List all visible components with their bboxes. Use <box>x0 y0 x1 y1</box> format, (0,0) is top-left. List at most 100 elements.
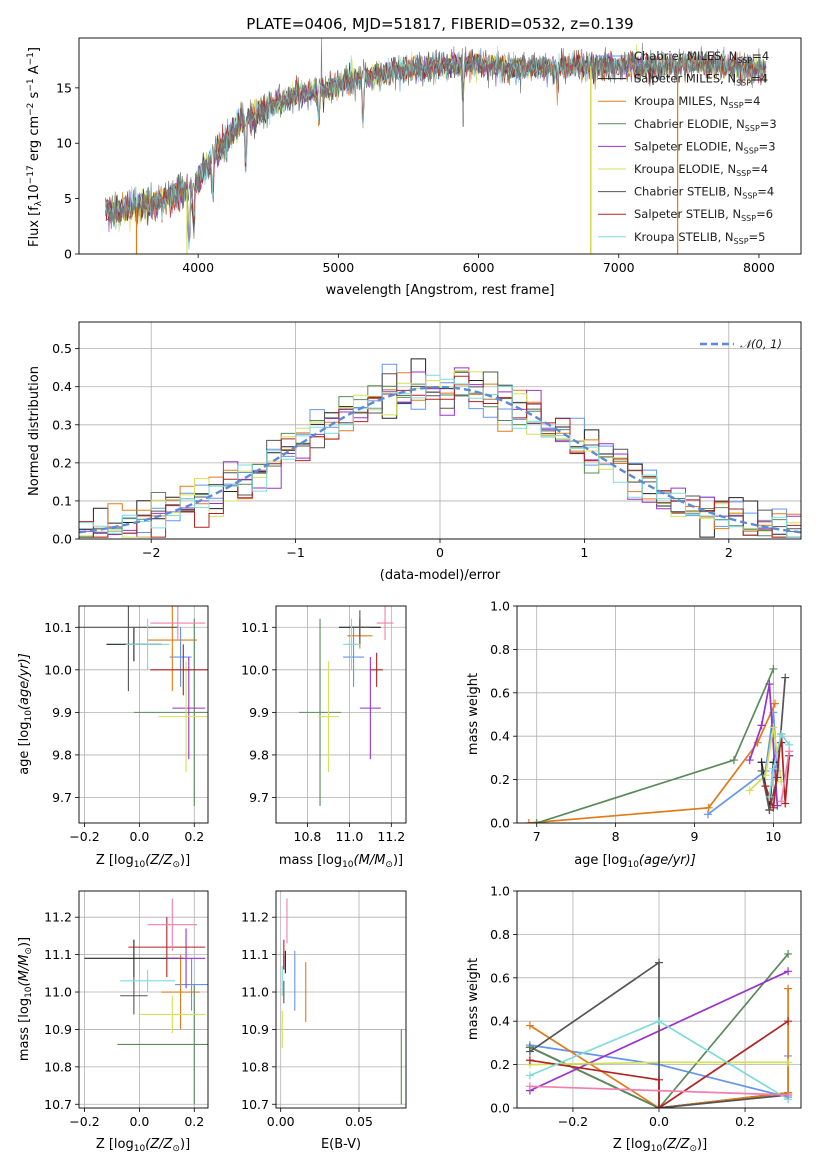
normal-curve <box>79 385 801 534</box>
y-tick-label: 9.9 <box>249 705 269 720</box>
mwAge-ylabel: mass weight <box>466 673 481 755</box>
mass-weight-marker <box>784 949 793 958</box>
x-tick-label: 0.05 <box>345 1114 373 1129</box>
x-tick-label: −0.2 <box>69 829 99 844</box>
x-tick-label: −0.2 <box>558 1114 588 1129</box>
mass-weight-line <box>760 677 787 811</box>
legend-sub: SSP <box>744 146 759 155</box>
ageMass-xlabel: mass [log10(M/M⊙)] <box>279 853 403 870</box>
mass-weight-vs-age-axes: 7 8 9 10 0.0 0.2 0.4 0.6 0.8 1.0 <box>490 599 802 844</box>
legend-entry: Salpeter ELODIE, NSSP=3 <box>634 139 776 155</box>
legend-name: Chabrier STELIB, N <box>634 185 742 199</box>
spectrum-axes: 4000 5000 6000 7000 8000 0 5 10 15 <box>56 37 802 275</box>
x-tick-label: 0.0 <box>649 1114 669 1129</box>
mass-weight-marker <box>757 721 766 730</box>
mass-weight-line <box>768 731 790 798</box>
x-tick-label: 11.2 <box>377 829 405 844</box>
mass-weight-marker <box>525 1056 534 1065</box>
x-tick-label: 0.00 <box>267 1114 295 1129</box>
mass-vs-ebv-axes: 0.00 0.05 10.7 10.8 10.9 11.0 11.1 11.2 <box>241 890 407 1129</box>
legend-name: Chabrier MILES, N <box>634 49 737 63</box>
y-tick-label: 10.0 <box>44 662 72 677</box>
mass-weight-marker <box>729 756 738 765</box>
x-tick-label: 1 <box>580 545 588 560</box>
y-tick-label: 10.8 <box>241 1059 269 1074</box>
y-tick-label: 1.0 <box>490 599 510 614</box>
legend-sub: SSP <box>737 56 752 65</box>
legend-sub: SSP <box>745 124 760 133</box>
axes-frame <box>516 605 802 824</box>
x-tick-label: 8 <box>612 829 620 844</box>
y-tick-label: 11.0 <box>44 985 72 1000</box>
x-tick-label: 0.2 <box>184 1114 204 1129</box>
mass-weight-marker <box>525 1071 534 1080</box>
residual-hist-chabrier-stelib <box>79 371 801 538</box>
y-tick-label: 10.1 <box>241 620 269 635</box>
legend-name: Kroupa ELODIE, N <box>634 162 736 176</box>
axes-frame <box>275 605 407 824</box>
legend-sub: SSP <box>729 101 744 110</box>
axes-frame <box>78 890 209 1109</box>
mass-weight-marker <box>532 819 541 823</box>
x-tick-label: 0.0 <box>129 1114 149 1129</box>
mass-weight-marker <box>745 756 754 765</box>
mass-weight-marker <box>769 723 778 732</box>
y-tick-label: 0.2 <box>52 455 72 470</box>
y-tick-label: 10.1 <box>44 620 72 635</box>
y-tick-label: 0.0 <box>52 532 72 547</box>
legend-sub: SSP <box>736 79 751 88</box>
mass-weight-line <box>536 668 775 823</box>
x-tick-label: −0.2 <box>69 1114 99 1129</box>
legend-sub: SSP <box>736 169 751 178</box>
legend-sub: SSP <box>741 214 756 223</box>
plot-area <box>79 606 208 806</box>
y-tick-label: 11.1 <box>241 947 269 962</box>
ageZ-xlabel: Z [log10(Z/Z⊙)] <box>96 853 190 870</box>
legend-name: Salpeter STELIB, N <box>634 207 741 221</box>
mass-weight-line <box>528 703 776 823</box>
mass-weight-marker <box>765 792 774 801</box>
spectrum-xlabel: wavelength [Angstrom, rest frame] <box>326 283 555 298</box>
mass-weight-marker <box>655 958 663 967</box>
mass-weight-marker <box>769 803 778 812</box>
mass-weight-marker <box>769 764 778 773</box>
residuals-axes: −2 −1 0 1 2 0.0 0.1 0.2 0.3 0.4 0.5 <box>52 321 802 560</box>
mass-weight-line <box>529 1085 789 1096</box>
x-tick-label: 0.0 <box>129 829 149 844</box>
y-tick-label: 9.8 <box>52 747 72 762</box>
y-tick-label: 0.6 <box>490 970 510 985</box>
x-tick-label: 10 <box>765 829 781 844</box>
legend-val: =4 <box>757 185 774 199</box>
mass-weight-marker <box>524 819 533 823</box>
mass-weight-line <box>780 751 791 802</box>
legend-val: =4 <box>751 162 768 176</box>
legend-val: =5 <box>749 230 766 244</box>
y-tick-label: 0.0 <box>490 1101 510 1116</box>
y-tick-label: 0.1 <box>52 493 72 508</box>
y-tick-label: 0.3 <box>52 417 72 432</box>
massZ-xlabel: Z [log10(Z/Z⊙)] <box>96 1137 190 1154</box>
legend-entry: Salpeter STELIB, NSSP=6 <box>634 207 773 223</box>
y-tick-label: 11.1 <box>44 947 72 962</box>
y-tick-label: 5 <box>64 191 72 206</box>
mass-weight-marker <box>704 803 713 812</box>
x-tick-label: 7000 <box>603 260 635 275</box>
mass-weight-marker <box>757 758 766 767</box>
x-tick-label: −2 <box>142 545 160 560</box>
mwZ-xlabel: Z [log10(Z/Z⊙)] <box>613 1137 707 1154</box>
age-vs-Z-axes: −0.2 0.0 0.2 9.7 9.8 9.9 10.0 10.1 <box>44 605 209 844</box>
y-tick-label: 1.0 <box>490 884 510 899</box>
x-tick-label: 7 <box>533 829 541 844</box>
mass-weight-marker <box>777 730 786 739</box>
mass-weight-marker <box>784 967 793 976</box>
x-tick-label: 11.0 <box>335 829 363 844</box>
massZ-ylabel: mass [log10(M/M⊙)] <box>17 937 34 1061</box>
mass-weight-marker <box>761 782 770 791</box>
plot-area <box>525 949 793 1108</box>
mass-weight-marker <box>757 766 766 775</box>
x-tick-label: 4000 <box>182 260 214 275</box>
mass-weight-marker <box>784 984 793 993</box>
x-tick-label: 10.8 <box>294 829 322 844</box>
